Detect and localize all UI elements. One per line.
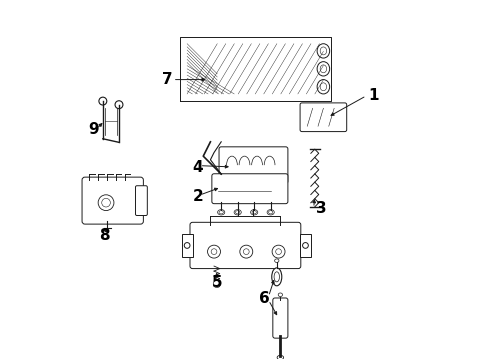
Circle shape (102, 198, 110, 207)
Text: 1: 1 (367, 88, 378, 103)
Ellipse shape (320, 47, 326, 55)
Ellipse shape (274, 272, 279, 282)
Ellipse shape (217, 210, 224, 215)
FancyBboxPatch shape (272, 298, 287, 338)
Text: 8: 8 (99, 228, 110, 243)
Circle shape (243, 249, 249, 255)
Ellipse shape (277, 355, 283, 360)
Ellipse shape (317, 62, 329, 76)
FancyBboxPatch shape (300, 103, 346, 132)
Circle shape (115, 101, 122, 109)
Ellipse shape (278, 293, 282, 297)
Circle shape (302, 243, 308, 248)
Text: 3: 3 (316, 201, 326, 216)
Ellipse shape (250, 210, 257, 215)
Ellipse shape (317, 80, 329, 94)
Text: 6: 6 (258, 291, 269, 306)
Bar (182, 234, 192, 257)
Ellipse shape (317, 44, 329, 58)
Ellipse shape (271, 268, 281, 286)
Ellipse shape (234, 210, 241, 215)
Ellipse shape (251, 211, 256, 214)
Text: 4: 4 (192, 160, 203, 175)
FancyBboxPatch shape (219, 147, 287, 183)
Text: 9: 9 (88, 122, 99, 137)
Circle shape (98, 195, 114, 211)
Ellipse shape (320, 83, 326, 91)
Circle shape (211, 249, 217, 255)
Circle shape (184, 243, 190, 248)
Ellipse shape (266, 210, 274, 215)
Text: 5: 5 (212, 275, 223, 290)
Circle shape (213, 280, 220, 288)
Circle shape (275, 249, 281, 255)
Ellipse shape (235, 211, 239, 214)
Ellipse shape (320, 65, 326, 73)
Text: 7: 7 (162, 72, 172, 87)
FancyBboxPatch shape (82, 177, 143, 224)
Text: 2: 2 (192, 189, 203, 204)
FancyBboxPatch shape (190, 222, 300, 269)
Bar (300, 234, 310, 257)
FancyBboxPatch shape (135, 186, 147, 216)
Ellipse shape (274, 259, 278, 262)
Circle shape (271, 245, 285, 258)
Circle shape (207, 245, 220, 258)
Ellipse shape (219, 211, 223, 214)
Circle shape (99, 97, 106, 105)
Circle shape (239, 245, 252, 258)
Ellipse shape (268, 211, 272, 214)
FancyBboxPatch shape (211, 174, 287, 204)
